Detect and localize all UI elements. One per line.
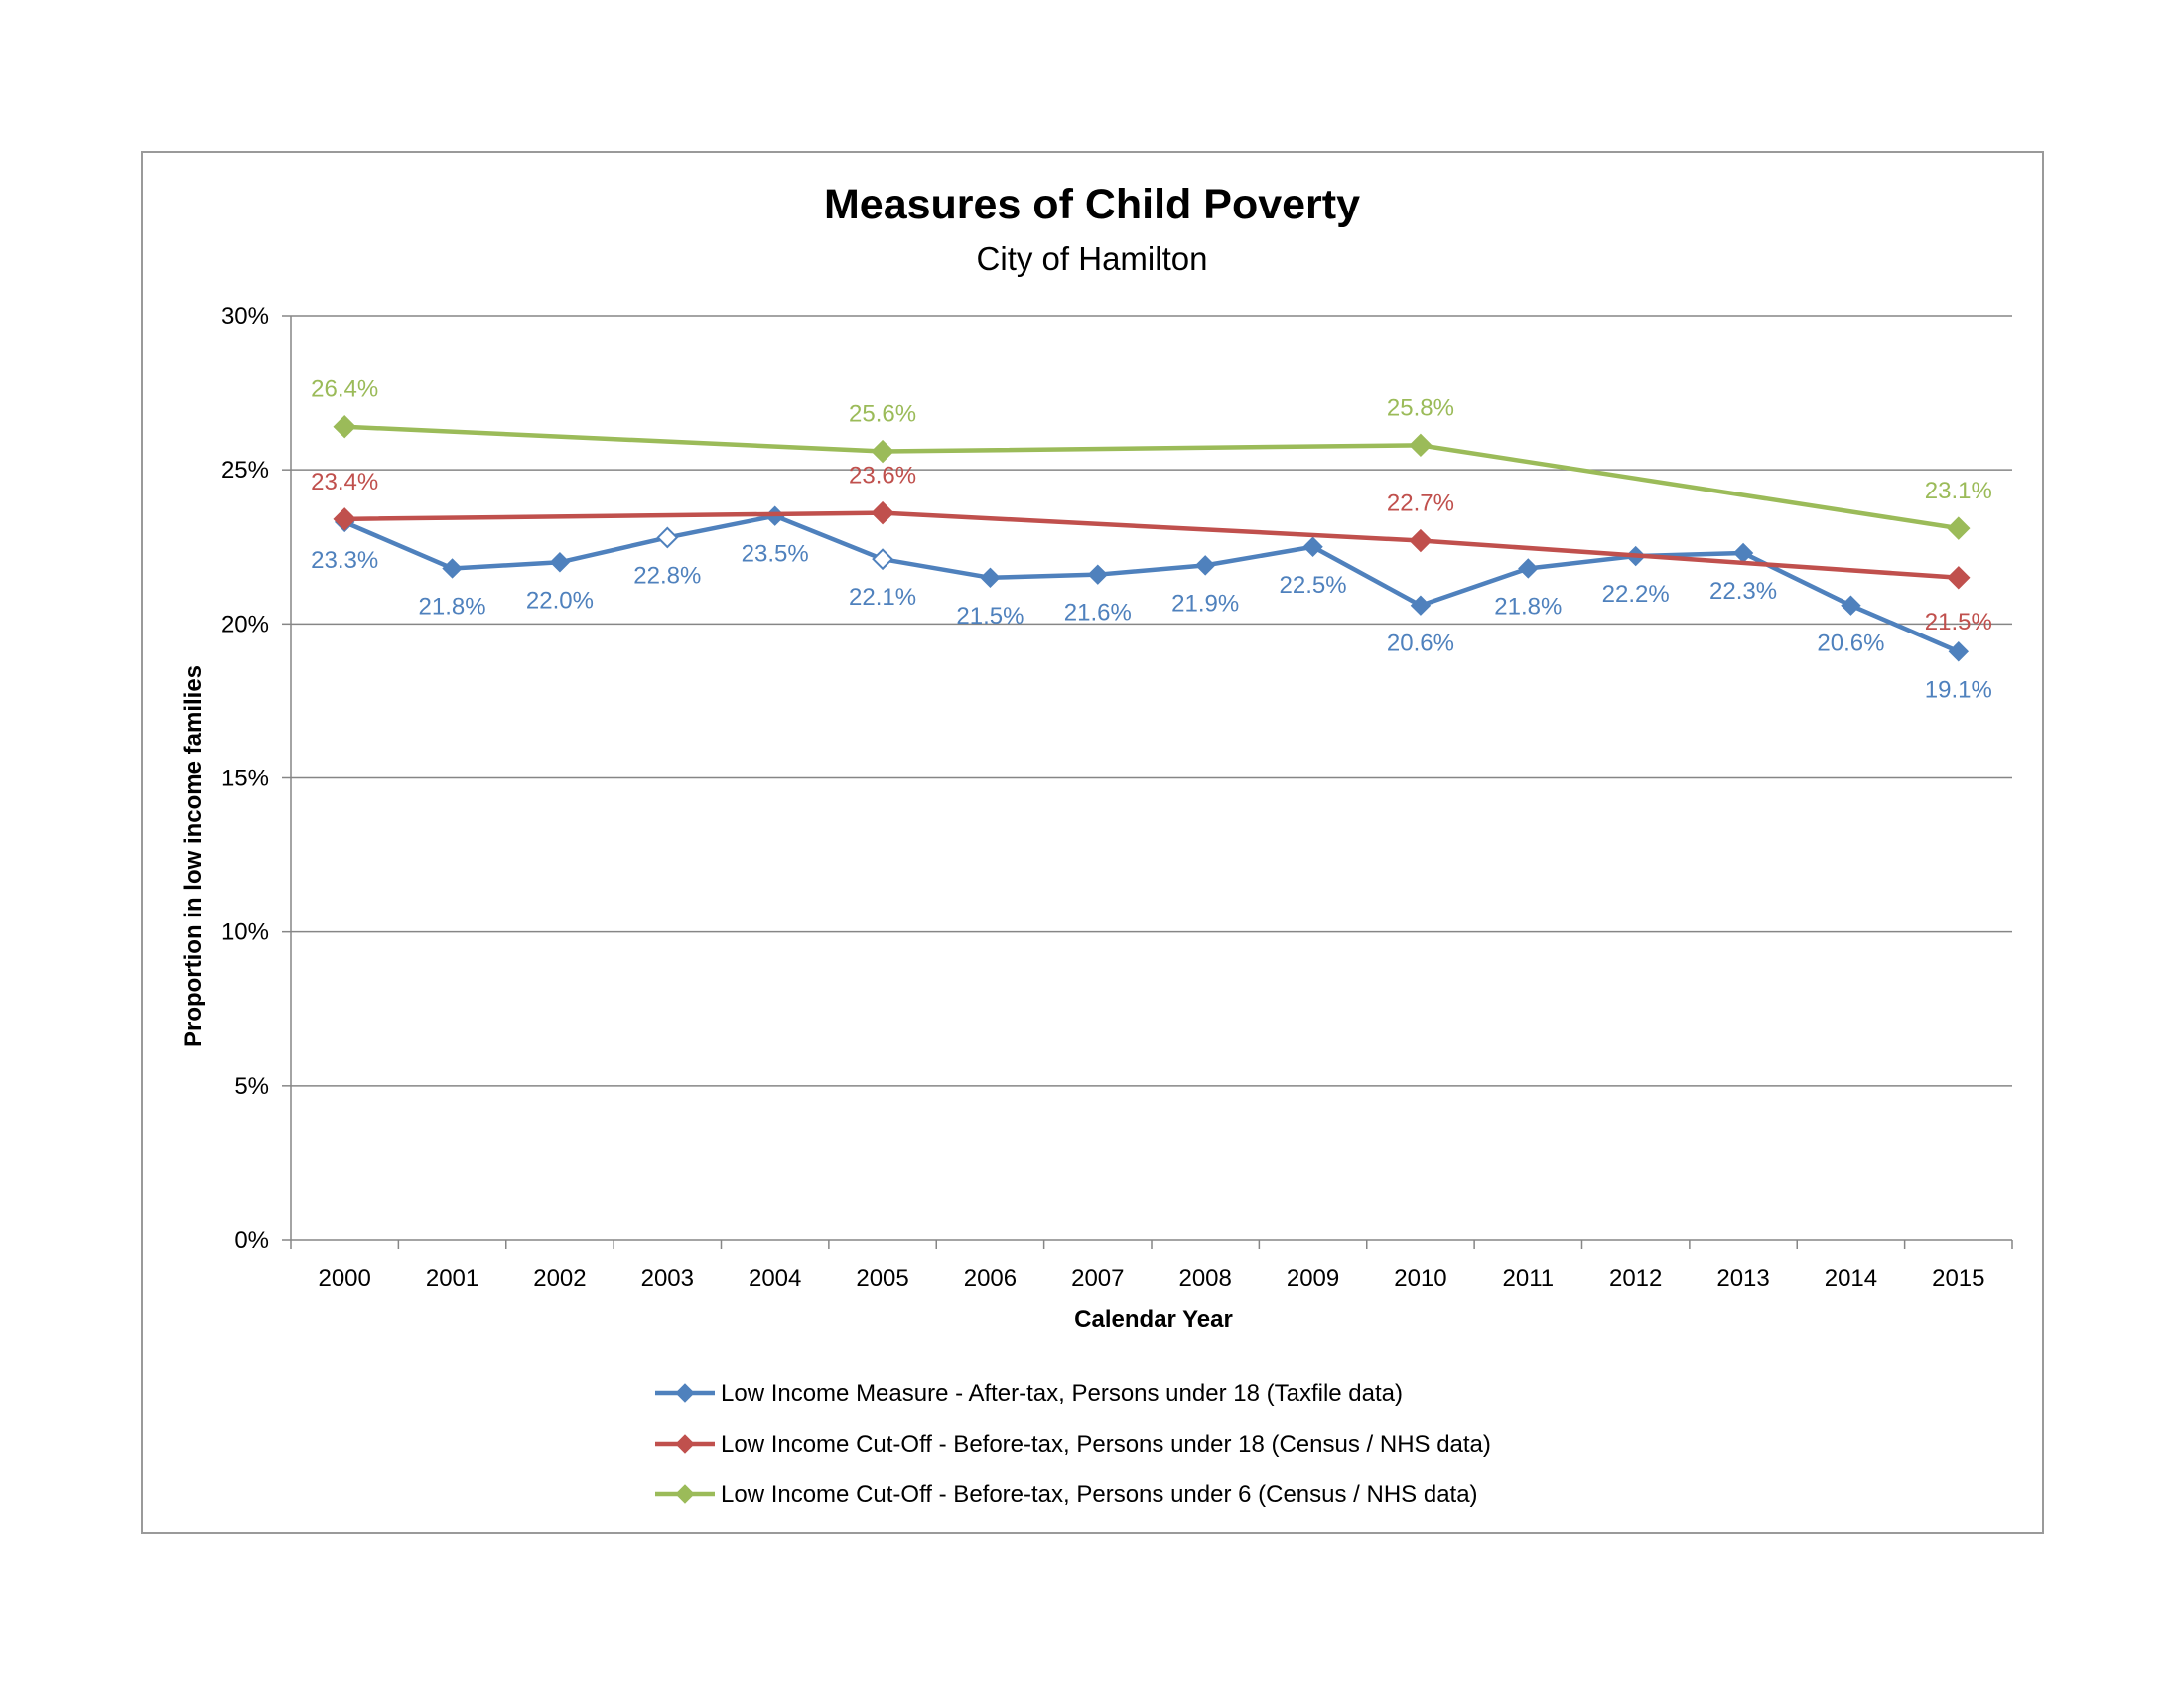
data-label: 23.3% [311,547,378,574]
data-point [872,548,893,571]
data-point [549,552,571,573]
x-tick-label: 2010 [1394,1265,1446,1292]
x-tick-label: 2007 [1071,1265,1124,1292]
legend-label: Low Income Cut-Off - Before-tax, Persons… [721,1481,1478,1508]
data-point [1409,433,1433,458]
chart-title: Measures of Child Poverty [824,181,1360,228]
series-line [344,424,1960,531]
y-tick-labels: 0% 5% 10% 15% 20% 25% 30% [221,303,269,1254]
data-label: 21.5% [1925,609,1992,635]
data-label: 20.6% [1817,631,1884,657]
data-label: 21.9% [1171,590,1239,617]
data-point [333,507,356,531]
data-labels: 23.3% 21.8% 22.0% 22.8% 23.5% 22.1% 21.5% 21.6%… [311,376,1992,704]
data-point [442,558,463,579]
x-tick-labels: 2000 2001 2002 2003 2004 2005 2006 2007 2008 2009… [318,1265,1984,1292]
data-label: 21.5% [956,603,1024,630]
x-axis-title: Calendar Year [1074,1306,1233,1333]
data-label: 23.1% [1925,478,1992,504]
y-tick-label: 15% [221,766,269,792]
data-label: 25.6% [849,401,916,428]
x-tick-label: 2002 [533,1265,586,1292]
gridlines [291,315,2012,1087]
y-tick-label: 30% [221,303,269,330]
y-tick-label: 10% [221,919,269,946]
data-point [656,526,679,549]
x-tick-label: 2008 [1178,1265,1231,1292]
y-axis-title: Proportion in low income families [180,665,206,1047]
legend: Low Income Measure - After-tax, Persons … [655,1380,1491,1508]
x-tick-label: 2001 [426,1265,478,1292]
data-point [980,567,1001,588]
data-label: 25.8% [1387,394,1454,421]
data-point [1409,528,1433,553]
legend-marker [675,1434,695,1454]
data-label: 23.6% [849,463,916,490]
data-label: 22.0% [526,587,594,614]
data-point [1947,516,1971,540]
data-point [1841,595,1861,616]
data-point [871,439,894,464]
data-label: 26.4% [311,376,378,403]
data-point [1087,564,1109,585]
data-label: 22.7% [1387,491,1454,517]
x-tick-label: 2006 [964,1265,1017,1292]
legend-label: Low Income Measure - After-tax, Persons … [721,1380,1403,1407]
legend-item: Low Income Cut-Off - Before-tax, Persons… [655,1481,1478,1508]
legend-item: Low Income Cut-Off - Before-tax, Persons… [655,1431,1491,1458]
x-tick-label: 2014 [1825,1265,1877,1292]
data-label: 22.1% [849,584,916,611]
x-tick-label: 2009 [1287,1265,1339,1292]
x-tick-label: 2005 [856,1265,908,1292]
chart-frame [141,151,2044,1534]
x-tick-label: 2004 [749,1265,801,1292]
data-point [1518,558,1539,579]
data-point [1732,542,1754,564]
data-label: 22.8% [633,562,701,589]
data-label: 21.6% [1064,600,1132,627]
data-label: 22.3% [1709,578,1777,605]
data-label: 21.8% [1494,593,1562,620]
series-line [344,510,1959,581]
data-label: 22.5% [1280,572,1347,599]
data-point [1947,566,1971,590]
legend-label: Low Income Cut-Off - Before-tax, Persons… [721,1431,1491,1458]
y-tick-label: 20% [221,611,269,637]
data-label: 23.4% [311,469,378,495]
legend-item: Low Income Measure - After-tax, Persons … [655,1380,1403,1407]
y-tick-label: 25% [221,457,269,484]
y-tick-label: 0% [234,1227,269,1254]
x-tick-label: 2013 [1716,1265,1769,1292]
chart-subtitle: City of Hamilton [977,240,1208,277]
data-point [1410,595,1432,616]
series-line [343,513,1960,654]
x-tick-label: 2015 [1932,1265,1984,1292]
y-tick-label: 5% [234,1073,269,1100]
data-label: 21.8% [419,593,486,620]
data-point [1948,641,1970,662]
x-tick-label: 2011 [1503,1265,1555,1292]
data-point [1194,555,1216,576]
data-label: 23.5% [742,541,809,568]
data-label: 19.1% [1925,676,1992,703]
x-tick-label: 2003 [641,1265,694,1292]
data-point [871,500,894,525]
series-group [333,415,1971,662]
legend-marker [675,1383,695,1403]
data-label: 20.6% [1387,631,1454,657]
data-point [333,415,356,439]
legend-marker [675,1484,695,1504]
x-tick-label: 2012 [1609,1265,1662,1292]
x-tick-label: 2000 [318,1265,370,1292]
data-point [1302,536,1323,557]
data-label: 22.2% [1602,581,1670,608]
axes [282,315,2013,1249]
